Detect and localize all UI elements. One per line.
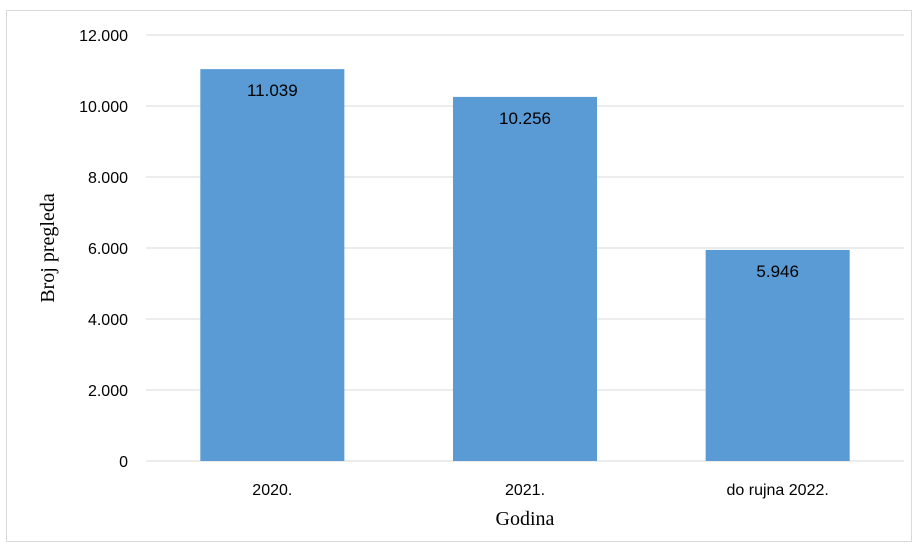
bar [452, 96, 598, 462]
y-tick-label: 12.000 [79, 28, 128, 45]
x-tick-label: do rujna 2022. [727, 482, 829, 499]
bar [705, 249, 850, 461]
data-labels: 11.039 10.256 5.946 [247, 81, 799, 281]
y-tick-label: 8.000 [88, 170, 128, 187]
y-tick-label: 10.000 [79, 99, 128, 116]
bar [200, 69, 345, 461]
data-label: 10.256 [499, 109, 551, 128]
bars [200, 69, 850, 462]
x-tick-label: 2021. [505, 482, 545, 499]
y-tick-label: 4.000 [88, 312, 128, 329]
y-tick-label: 0 [119, 454, 128, 471]
x-axis-title: Godina [496, 508, 555, 530]
x-tick-label: 2020. [252, 482, 292, 499]
data-label: 11.039 [247, 81, 298, 100]
y-tick-label: 6.000 [88, 241, 128, 258]
y-tick-label: 2.000 [88, 383, 128, 400]
y-tick-labels: 0 2.000 4.000 6.000 8.000 10.000 12.000 [79, 28, 128, 471]
x-tick-labels: 2020. 2021. do rujna 2022. [252, 482, 829, 499]
data-label: 5.946 [756, 262, 799, 281]
y-axis-title: Broj pregleda [37, 193, 59, 303]
